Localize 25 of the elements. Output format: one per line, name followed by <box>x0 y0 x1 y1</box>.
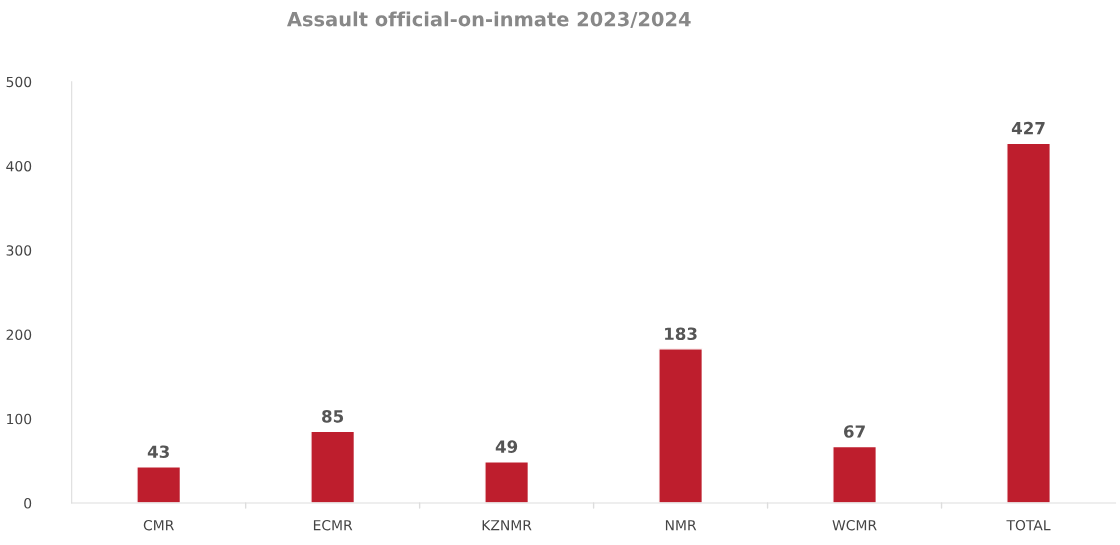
bar <box>310 430 356 504</box>
data-label: 85 <box>322 410 344 423</box>
data-label: 427 <box>1011 121 1045 135</box>
x-tick-label: CMR <box>143 519 174 531</box>
y-tick-label: 200 <box>6 329 32 340</box>
x-tick-label: ECMR <box>313 519 353 531</box>
y-tick-label: 300 <box>6 245 32 256</box>
y-tick-label: 500 <box>6 76 32 88</box>
x-tick-label: KZNMR <box>482 520 532 531</box>
x-tick-label: NMR <box>665 520 697 531</box>
data-label: 183 <box>665 327 697 341</box>
bar <box>1006 142 1051 504</box>
x-tick-label: TOTAL <box>1006 519 1051 531</box>
data-label: 49 <box>495 440 518 453</box>
chart-title: Assault official-on-inmate 2023/2024 <box>287 11 691 28</box>
bar <box>484 461 530 504</box>
y-tick-label: 100 <box>7 413 32 425</box>
y-tick-label: 400 <box>6 160 32 172</box>
bar <box>832 445 878 504</box>
bar <box>136 466 182 504</box>
x-tick-label: WCMR <box>832 519 877 531</box>
bar <box>658 348 704 504</box>
data-label: 43 <box>147 445 169 459</box>
data-label: 67 <box>844 425 865 438</box>
y-tick-label: 0 <box>24 498 32 509</box>
